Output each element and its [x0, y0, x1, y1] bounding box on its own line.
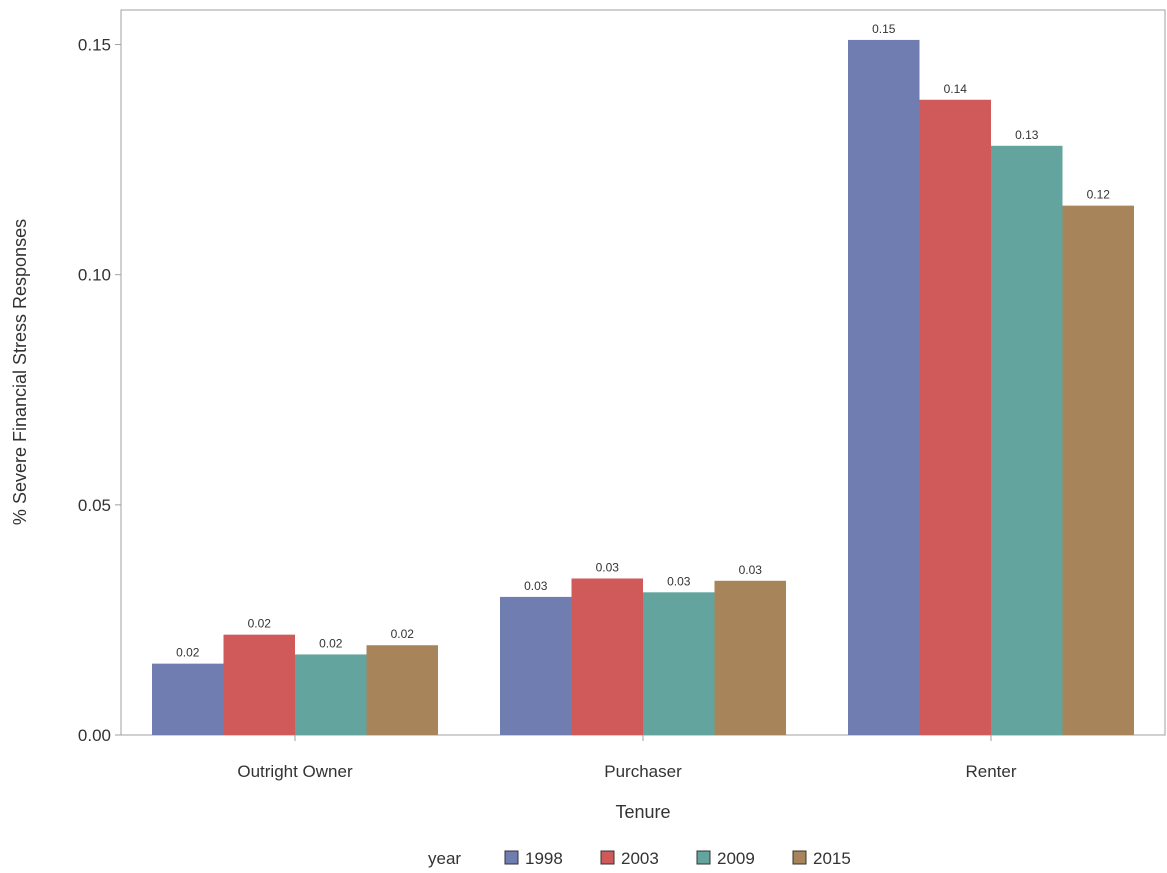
legend-swatch — [600, 850, 615, 865]
legend-swatch — [792, 850, 807, 865]
y-axis-title: % Severe Financial Stress Responses — [10, 219, 30, 525]
y-tick-label: 0.00 — [78, 726, 111, 745]
data-label: 0.02 — [248, 617, 272, 631]
x-tick-label: Outright Owner — [237, 762, 353, 781]
y-axis: 0.00 0.05 0.10 0.15 — [78, 36, 121, 745]
data-label: 0.02 — [391, 627, 415, 641]
bar — [571, 578, 643, 735]
legend-title: year — [428, 849, 461, 868]
data-labels-group: 0.02 0.02 0.02 0.02 0.03 0.03 0.03 0.03 0.15 0.14… — [176, 22, 1110, 660]
bar — [919, 99, 991, 735]
data-label: 0.03 — [739, 563, 763, 577]
legend: year 1998 2003 2009 2015 — [428, 849, 851, 868]
legend-label: 2003 — [621, 849, 659, 868]
x-tick-label: Renter — [965, 762, 1016, 781]
data-label: 0.13 — [1015, 128, 1039, 142]
data-label: 0.02 — [319, 636, 343, 650]
x-axis-title: Tenure — [615, 802, 670, 822]
bars-group — [152, 39, 1134, 736]
y-tick-label: 0.10 — [78, 266, 111, 285]
data-label: 0.14 — [944, 82, 968, 96]
x-tick-label: Purchaser — [604, 762, 682, 781]
y-tick-label: 0.15 — [78, 36, 111, 55]
bar — [714, 580, 786, 735]
bar — [366, 645, 438, 735]
bar — [223, 634, 295, 735]
data-label: 0.03 — [524, 579, 548, 593]
bar — [643, 592, 715, 735]
data-label: 0.03 — [596, 560, 620, 574]
bar — [848, 39, 920, 735]
bar — [991, 145, 1063, 736]
x-axis: Outright Owner Purchaser Renter — [237, 735, 1017, 781]
legend-swatch — [696, 850, 711, 865]
y-tick-label: 0.05 — [78, 496, 111, 515]
legend-label: 1998 — [525, 849, 563, 868]
data-label: 0.03 — [667, 574, 691, 588]
legend-label: 2015 — [813, 849, 851, 868]
data-label: 0.15 — [872, 22, 896, 36]
legend-swatch — [504, 850, 519, 865]
bar — [1062, 205, 1134, 736]
bar — [152, 663, 224, 735]
data-label: 0.02 — [176, 646, 200, 660]
data-label: 0.12 — [1087, 188, 1111, 202]
bar — [500, 596, 572, 735]
legend-label: 2009 — [717, 849, 755, 868]
bar — [295, 654, 367, 735]
